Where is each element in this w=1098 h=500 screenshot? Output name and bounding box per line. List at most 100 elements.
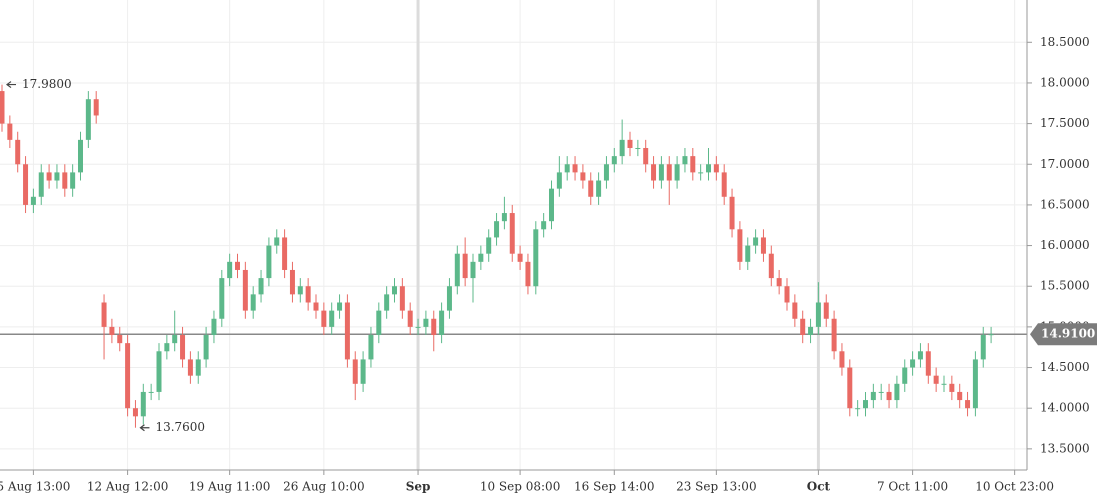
- candle-body: [423, 318, 429, 327]
- candle-body: [878, 391, 884, 393]
- candle-body: [768, 253, 774, 279]
- candle-body: [925, 351, 931, 376]
- candle-body: [808, 326, 814, 336]
- candle-body: [462, 253, 468, 279]
- candle-body: [580, 172, 586, 181]
- candle-body: [815, 302, 821, 327]
- candle-body: [360, 359, 366, 384]
- candle-body: [305, 286, 311, 303]
- candle-body: [486, 237, 492, 254]
- candle-body: [729, 196, 735, 230]
- candle-body: [855, 408, 861, 410]
- candle-body: [698, 172, 704, 174]
- plot: [0, 0, 1027, 470]
- candle-body: [352, 359, 358, 384]
- y-tick-label: 17.0000: [1040, 157, 1090, 171]
- candle-body: [195, 359, 201, 376]
- x-tick-label: 26 Aug 10:00: [283, 480, 365, 494]
- candle-body: [54, 172, 60, 181]
- candle-body: [274, 237, 280, 246]
- candle-body: [187, 359, 193, 376]
- candle-body: [603, 164, 609, 181]
- candle-body: [776, 278, 782, 287]
- annotation-arrow: [139, 424, 150, 432]
- candle-body: [329, 310, 335, 327]
- y-tick-label: 14.0000: [1040, 401, 1090, 415]
- y-tick-label: 18.5000: [1040, 35, 1090, 49]
- candle-body: [917, 351, 923, 360]
- candle-body: [368, 335, 374, 360]
- candle-body: [266, 245, 272, 279]
- candle-body: [792, 302, 798, 319]
- candle-body: [439, 310, 445, 336]
- candle-body: [227, 261, 233, 279]
- candle-body: [541, 221, 547, 230]
- candle-body: [760, 237, 766, 254]
- candle-body: [242, 269, 248, 311]
- candle-body: [7, 123, 13, 140]
- annotation-label: 13.7600: [155, 420, 205, 434]
- candle-body: [863, 400, 868, 409]
- candle-body: [132, 408, 138, 417]
- candle-body: [46, 172, 52, 181]
- candle-body: [682, 156, 688, 165]
- candle-body: [376, 310, 382, 336]
- x-tick-label: 12 Aug 12:00: [87, 480, 169, 494]
- y-tick-label: 13.5000: [1040, 441, 1090, 455]
- y-tick-label: 18.0000: [1040, 75, 1090, 89]
- y-tick-label: 14.5000: [1040, 360, 1090, 374]
- candle-body: [125, 343, 131, 409]
- candle-body: [870, 391, 876, 401]
- x-tick-label: 16 Sep 14:00: [574, 480, 654, 494]
- candle-body: [972, 359, 978, 409]
- last-price-label: 14.9100: [1041, 327, 1095, 341]
- candle-body: [172, 335, 178, 344]
- candle-body: [933, 375, 939, 384]
- candle-body: [941, 383, 947, 385]
- candle-body: [23, 164, 29, 205]
- candle-body: [30, 196, 36, 205]
- candle-body: [321, 310, 327, 327]
- candle-body: [78, 139, 83, 173]
- candle-body: [431, 318, 437, 336]
- y-tick-label: 15.5000: [1040, 279, 1090, 293]
- candle-body: [384, 294, 390, 311]
- candle-body: [690, 156, 696, 173]
- candle-body: [619, 139, 625, 157]
- candle-body: [0, 91, 5, 124]
- candle-body: [235, 261, 240, 270]
- candle-body: [470, 261, 476, 279]
- candle-body: [517, 253, 523, 262]
- y-tick-label: 16.0000: [1040, 238, 1090, 252]
- x-tick-label: 23 Sep 13:00: [676, 480, 756, 494]
- candle-body: [250, 294, 256, 311]
- candle-body: [109, 326, 115, 336]
- y-tick-label: 16.5000: [1040, 197, 1090, 211]
- candle-body: [148, 391, 154, 393]
- candle-body: [117, 335, 123, 344]
- candle-body: [313, 302, 319, 311]
- annotation-arrow: [6, 81, 16, 89]
- candle-body: [635, 147, 641, 149]
- candle-body: [282, 237, 288, 270]
- candle-body: [831, 318, 837, 352]
- annotation-label: 17.9800: [22, 77, 72, 91]
- candle-body: [737, 229, 743, 262]
- candle-body: [38, 172, 44, 197]
- candle-body: [596, 180, 602, 197]
- candle-body: [839, 351, 845, 368]
- candle-body: [101, 302, 107, 327]
- candle-body: [753, 237, 759, 246]
- candle-body: [721, 172, 727, 197]
- candle-body: [344, 302, 350, 360]
- x-tick-label: 10 Sep 08:00: [480, 480, 560, 494]
- candle-body: [219, 278, 225, 319]
- last-price-badge: [1030, 323, 1097, 346]
- candle-body: [588, 180, 594, 197]
- x-tick-label: 19 Aug 11:00: [189, 480, 271, 494]
- candle-body: [713, 164, 719, 173]
- candle-body: [15, 139, 21, 165]
- candle-body: [910, 359, 916, 368]
- candle-body: [611, 156, 617, 165]
- candle-body: [980, 335, 986, 360]
